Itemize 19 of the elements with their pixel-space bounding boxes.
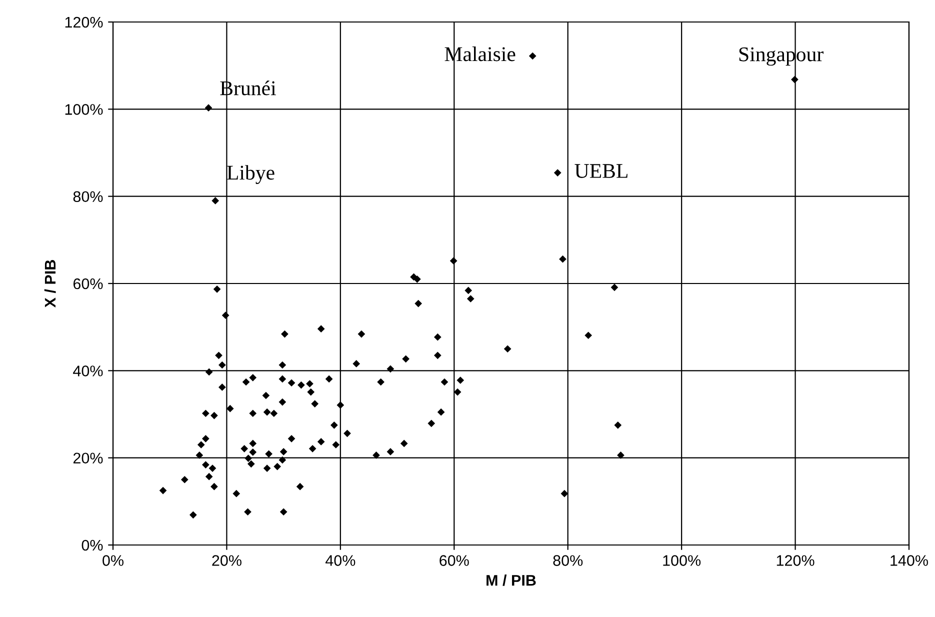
x-tick-label: 80% <box>553 555 583 566</box>
x-tick-label: 140% <box>890 555 928 566</box>
y-tick-label: 0% <box>82 540 103 551</box>
x-tick-label: 0% <box>102 555 124 566</box>
x-tick-label: 40% <box>325 555 356 566</box>
y-tick-label: 40% <box>73 366 103 376</box>
annotation: Libye <box>227 165 274 184</box>
x-tick-label: 120% <box>776 555 814 566</box>
annotation: UEBL <box>574 164 628 178</box>
y-tick-label: 100% <box>65 104 103 115</box>
x-tick-label: 20% <box>212 555 242 566</box>
x-axis-title: M / PIB <box>486 574 536 586</box>
y-tick-label: 60% <box>73 278 103 290</box>
x-tick-label: 60% <box>440 555 469 566</box>
y-tick-label: 120% <box>65 16 103 28</box>
y-axis-title: X / PIB <box>44 260 56 308</box>
x-tick-label: 100% <box>663 555 701 566</box>
y-tick-label: 20% <box>73 452 103 464</box>
y-tick-label: 80% <box>73 191 103 202</box>
